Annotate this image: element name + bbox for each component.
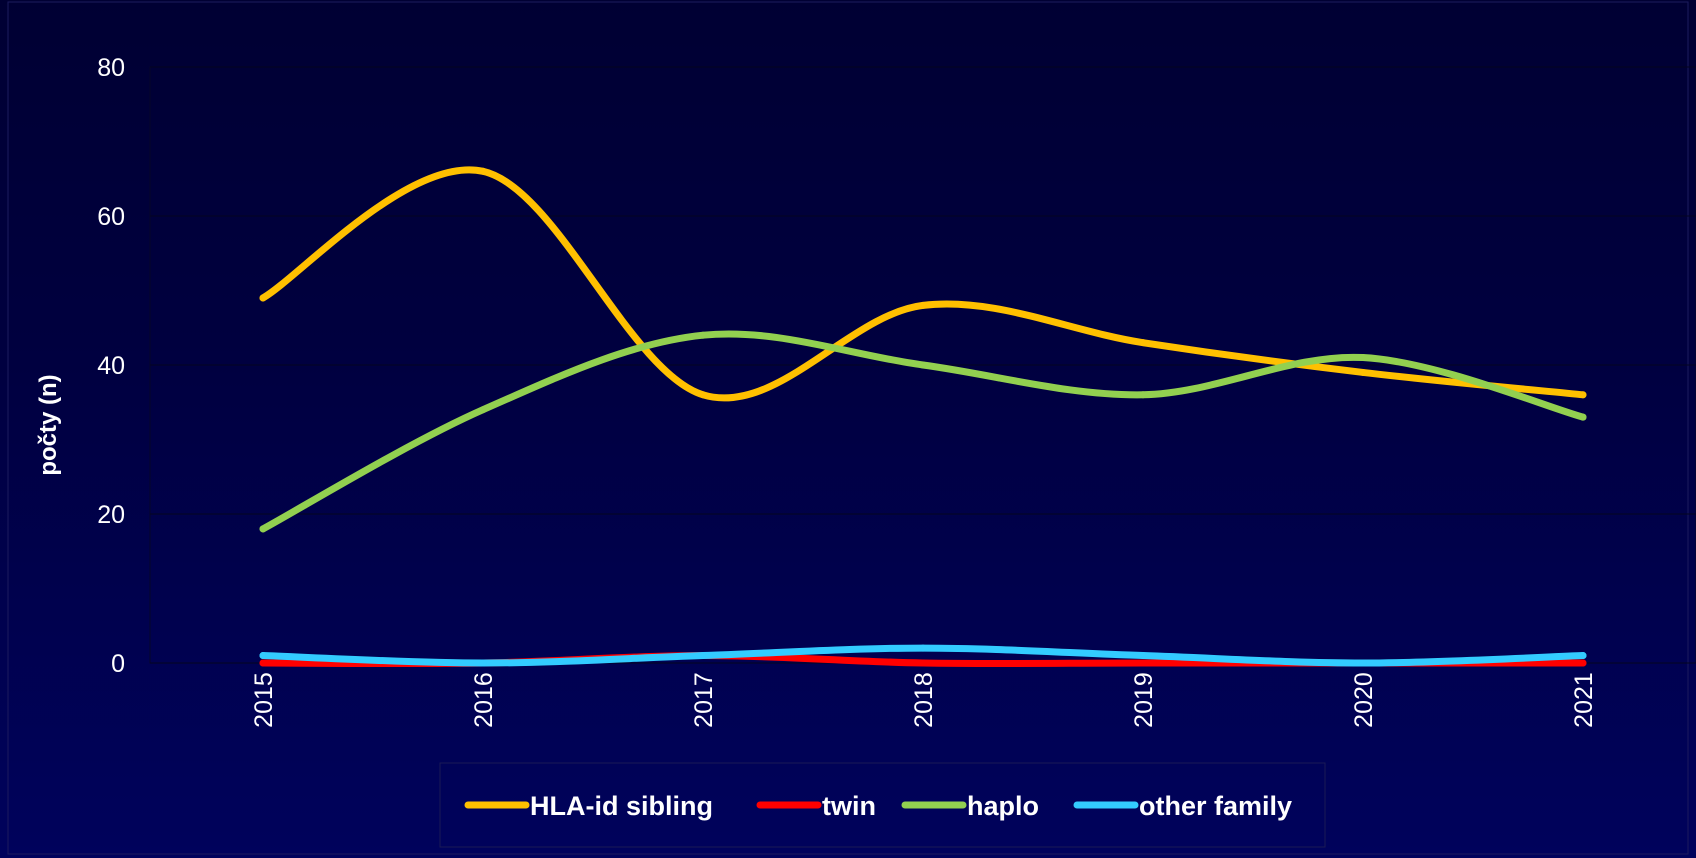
data-point-other-family <box>259 652 267 660</box>
data-point-other-family <box>1579 652 1587 660</box>
data-point-haplo <box>919 361 927 369</box>
chart-frame <box>7 1 1689 855</box>
x-tick-label: 2016 <box>470 672 498 728</box>
y-tick-label: 40 <box>97 352 125 380</box>
legend-label-hla-id-sibling: HLA-id sibling <box>530 791 713 821</box>
data-point-hla-id-sibling <box>1359 368 1367 376</box>
x-tick-label: 2018 <box>910 672 938 728</box>
data-point-haplo <box>1579 413 1587 421</box>
legend-label-other-family: other family <box>1139 791 1292 821</box>
x-tick-label: 2019 <box>1130 672 1158 728</box>
data-point-hla-id-sibling <box>919 301 927 309</box>
y-tick-label: 0 <box>111 650 125 678</box>
data-point-other-family <box>699 652 707 660</box>
data-point-hla-id-sibling <box>1579 391 1587 399</box>
data-point-other-family <box>1139 652 1147 660</box>
y-axis-label: počty (n) <box>35 374 62 475</box>
data-point-twin <box>1139 659 1147 667</box>
data-point-other-family <box>1359 659 1367 667</box>
data-point-haplo <box>479 406 487 414</box>
legend-label-haplo: haplo <box>967 791 1039 821</box>
data-point-twin <box>919 659 927 667</box>
data-point-hla-id-sibling <box>1139 339 1147 347</box>
data-point-hla-id-sibling <box>259 294 267 302</box>
data-point-other-family <box>479 659 487 667</box>
data-point-twin <box>259 659 267 667</box>
legend: HLA-id sibling twin haplo other family <box>464 791 1292 821</box>
data-point-other-family <box>919 644 927 652</box>
data-point-haplo <box>1139 391 1147 399</box>
x-tick-label: 2015 <box>250 672 278 728</box>
legend-label-twin: twin <box>822 791 876 821</box>
y-tick-label: 20 <box>97 501 125 529</box>
x-tick-label: 2017 <box>690 672 718 728</box>
data-point-haplo <box>699 331 707 339</box>
data-point-hla-id-sibling <box>479 167 487 175</box>
y-tick-label: 80 <box>97 54 125 82</box>
x-tick-label: 2020 <box>1350 672 1378 728</box>
y-axis-ticks: 0 20 40 60 80 <box>97 54 125 678</box>
series-lines <box>259 166 1587 668</box>
legend-box <box>439 762 1326 848</box>
y-tick-label: 60 <box>97 203 125 231</box>
data-point-hla-id-sibling <box>699 391 707 399</box>
x-tick-label: 2021 <box>1570 672 1598 728</box>
x-axis-ticks: 2015 2016 2017 2018 2019 2020 2021 <box>250 672 1598 728</box>
data-point-twin <box>1579 659 1587 667</box>
data-point-haplo <box>1359 354 1367 362</box>
data-point-haplo <box>259 525 267 533</box>
